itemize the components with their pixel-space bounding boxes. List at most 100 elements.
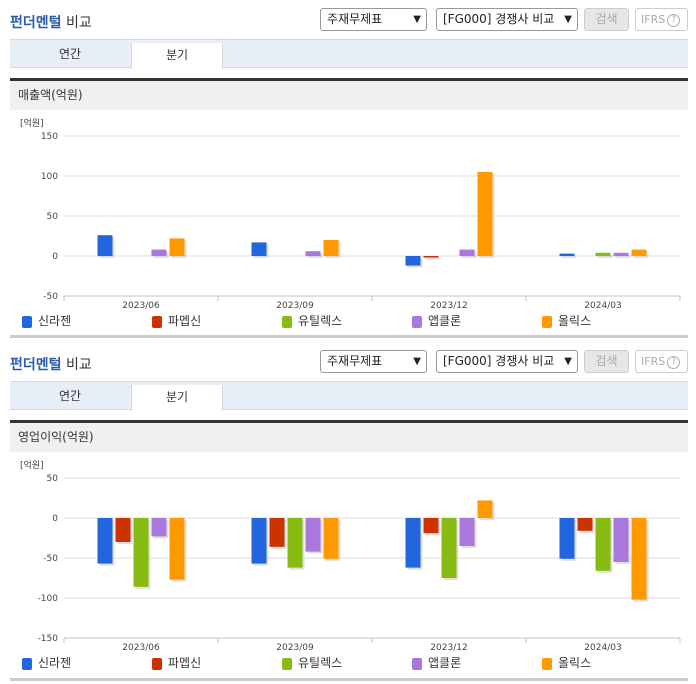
fundamental-panel-operating-profit: 펀더멘털 비교 주재무제표 ▼ [FG000] 경쟁사 비교 ▼ 검색 IFRS…	[0, 342, 696, 684]
legend-item[interactable]: 신라젠	[22, 313, 71, 329]
bar[interactable]	[133, 518, 149, 587]
bar-chart-svg: [억원] -50 0 50 100 150 2023/06 2023/09 2023/12 202…	[20, 117, 681, 311]
legend-item[interactable]: 앱클론	[412, 313, 461, 329]
bar[interactable]	[323, 518, 339, 559]
chart-subheading: 영업이익(억원)	[10, 420, 688, 452]
x-tick-label: 2023/09	[276, 301, 314, 310]
divider	[10, 678, 688, 681]
bar[interactable]	[305, 251, 321, 256]
bar[interactable]	[97, 235, 113, 256]
legend-item[interactable]: 유틸렉스	[282, 655, 342, 671]
bar-chart-svg: [억원] -150 -100 -50 0 50 2023/06 2023/09 2023/12 2…	[20, 459, 681, 653]
legend-swatch-icon	[22, 315, 32, 328]
bar[interactable]	[477, 172, 493, 256]
legend-label: 파멥신	[168, 314, 202, 328]
legend-label: 신라젠	[38, 656, 72, 670]
bar[interactable]	[405, 518, 421, 568]
y-tick-label: 100	[41, 172, 58, 182]
y-tick-label: 0	[52, 514, 58, 524]
chart-legend: 신라젠 파멥신 유틸렉스 앱클론 올릭스	[22, 313, 682, 329]
legend-swatch-icon	[152, 315, 162, 328]
bar[interactable]	[269, 518, 285, 547]
bar[interactable]	[423, 518, 439, 534]
revenue-chart: [억원] -50 0 50 100 150 2023/06 2023/09 2023/12 202…	[10, 110, 688, 336]
legend-item[interactable]: 파멥신	[152, 655, 201, 671]
bar[interactable]	[595, 252, 611, 256]
compare-select[interactable]: [FG000] 경쟁사 비교 ▼	[436, 350, 578, 373]
statement-select[interactable]: 주재무제표 ▼	[320, 8, 427, 31]
ifrs-button[interactable]: IFRS?	[635, 350, 688, 373]
y-tick-label: -50	[43, 554, 58, 564]
bar[interactable]	[115, 518, 131, 542]
ifrs-button[interactable]: IFRS?	[635, 8, 688, 31]
fundamental-panel-revenue: 펀더멘털 비교 주재무제표 ▼ [FG000] 경쟁사 비교 ▼ 검색 IFRS…	[10, 8, 688, 338]
chart-subheading: 매출액(억원)	[10, 78, 688, 110]
y-tick-label: 50	[47, 474, 59, 484]
bar[interactable]	[287, 518, 303, 568]
period-tabs: 연간 분기	[10, 39, 688, 69]
help-icon[interactable]: ?	[667, 355, 681, 369]
legend-label: 앱클론	[428, 314, 462, 328]
x-tick-label: 2023/06	[122, 643, 160, 652]
bar[interactable]	[559, 253, 575, 256]
tab-annual[interactable]: 연간	[58, 47, 82, 61]
bar[interactable]	[151, 249, 167, 256]
legend-item[interactable]: 신라젠	[22, 655, 71, 671]
legend-item[interactable]: 올릭스	[542, 313, 591, 329]
legend-label: 앱클론	[428, 656, 462, 670]
legend-item[interactable]: 올릭스	[542, 655, 591, 671]
bar[interactable]	[613, 518, 629, 562]
help-icon[interactable]: ?	[667, 13, 681, 27]
chevron-down-icon: ▼	[564, 14, 572, 25]
operating-profit-chart: [억원] -150 -100 -50 0 50 2023/06 2023/09 2023/12 2…	[10, 452, 688, 678]
bar[interactable]	[459, 518, 475, 546]
legend-label: 신라젠	[38, 314, 72, 328]
bar[interactable]	[595, 518, 611, 571]
y-tick-label: 0	[52, 252, 58, 262]
x-tick-label: 2024/03	[584, 301, 621, 310]
chevron-down-icon: ▼	[564, 356, 572, 367]
legend-item[interactable]: 파멥신	[152, 313, 201, 329]
legend-swatch-icon	[412, 315, 422, 328]
bar[interactable]	[559, 518, 575, 559]
divider	[10, 335, 688, 338]
period-tabs: 연간 분기	[10, 381, 688, 411]
bar[interactable]	[631, 518, 647, 600]
y-tick-label: -50	[43, 292, 58, 302]
bar[interactable]	[151, 518, 167, 537]
y-tick-label: 150	[41, 132, 58, 142]
search-button[interactable]: 검색	[584, 8, 629, 31]
y-tick-label: 50	[47, 212, 59, 222]
bar[interactable]	[323, 240, 339, 256]
unit-label: [억원]	[20, 459, 44, 471]
bar[interactable]	[613, 252, 629, 256]
bar[interactable]	[441, 518, 457, 578]
x-tick-label: 2024/03	[584, 643, 621, 652]
bar[interactable]	[423, 256, 439, 258]
statement-select[interactable]: 주재무제표 ▼	[320, 350, 427, 373]
tab-quarterly[interactable]: 분기	[131, 385, 223, 411]
legend-swatch-icon	[542, 657, 552, 670]
tab-quarterly[interactable]: 분기	[131, 43, 223, 69]
chart-legend: 신라젠 파멥신 유틸렉스 앱클론 올릭스	[22, 655, 682, 671]
legend-item[interactable]: 앱클론	[412, 655, 461, 671]
bar[interactable]	[169, 518, 185, 580]
bar[interactable]	[251, 242, 267, 256]
bar[interactable]	[251, 518, 267, 564]
legend-label: 유틸렉스	[298, 314, 343, 328]
tab-annual[interactable]: 연간	[58, 389, 82, 403]
search-button[interactable]: 검색	[584, 350, 629, 373]
bar[interactable]	[405, 256, 421, 266]
bar[interactable]	[169, 238, 185, 256]
compare-select[interactable]: [FG000] 경쟁사 비교 ▼	[436, 8, 578, 31]
bar[interactable]	[459, 249, 475, 256]
panel-title: 펀더멘털 비교	[10, 15, 92, 31]
legend-item[interactable]: 유틸렉스	[282, 313, 342, 329]
x-tick-label: 2023/12	[430, 643, 467, 652]
legend-label: 파멥신	[168, 656, 202, 670]
bar[interactable]	[97, 518, 113, 564]
bar[interactable]	[577, 518, 593, 531]
bar[interactable]	[305, 518, 321, 552]
bar[interactable]	[477, 500, 493, 518]
bar[interactable]	[631, 249, 647, 256]
